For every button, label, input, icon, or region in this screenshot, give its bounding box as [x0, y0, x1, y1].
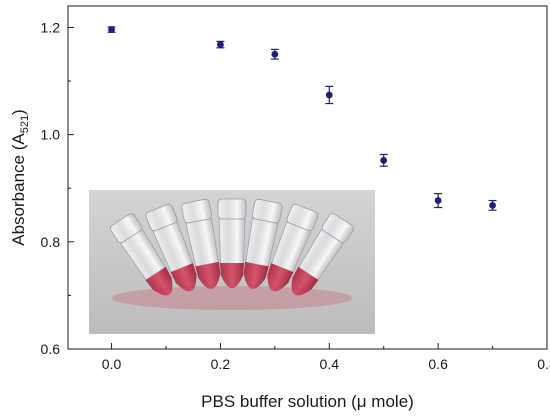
data-marker [325, 91, 333, 99]
inset-photo-tubes [89, 190, 375, 334]
data-point [434, 192, 443, 209]
x-tick-label: 0.4 [320, 356, 340, 372]
y-tick-label: 1.2 [41, 19, 61, 35]
data-points [107, 26, 497, 211]
x-tick-label: 0.6 [428, 356, 448, 372]
tube [243, 198, 283, 290]
tube-liquid [170, 263, 197, 292]
tube-liquid [267, 263, 294, 292]
y-tick-label: 0.8 [41, 234, 61, 250]
tube [110, 213, 173, 296]
plot-frame [67, 5, 548, 350]
tube-cap [217, 198, 247, 220]
y-tick-label: 0.6 [41, 341, 61, 357]
tube-liquid [291, 266, 319, 296]
data-point [216, 40, 225, 49]
data-point [488, 199, 497, 211]
data-point [270, 48, 279, 60]
y-axis-label-close: ) [9, 109, 28, 115]
y-axis-label: Absorbance (A521) [9, 109, 31, 245]
liquid-reflection [112, 286, 352, 310]
tube [291, 213, 354, 296]
tube-group [110, 198, 354, 310]
y-axis-label-subscript: 521 [19, 115, 31, 133]
tube-liquid [220, 263, 244, 288]
data-marker [434, 197, 442, 204]
x-tick-label: 0.2 [211, 356, 231, 372]
x-axis-ticks: 0.0 0.2 0.4 0.6 0.8 [102, 343, 550, 372]
tube-liquid [243, 261, 269, 289]
x-tick-label: 0.8 [537, 356, 550, 372]
data-marker [217, 41, 224, 48]
tube [217, 198, 247, 289]
data-point [325, 85, 334, 105]
tube [145, 203, 197, 292]
data-point [379, 153, 388, 167]
data-point [107, 26, 116, 33]
tube [181, 198, 221, 290]
tube-liquid [145, 266, 173, 296]
data-marker [271, 50, 279, 58]
data-marker [489, 201, 496, 209]
y-axis-ticks: 0.6 0.8 1.0 1.2 [41, 19, 74, 357]
y-tick-label: 1.0 [41, 127, 61, 143]
data-marker [380, 156, 388, 164]
x-tick-label: 0.0 [102, 356, 122, 372]
data-marker [108, 26, 115, 33]
x-axis-label: PBS buffer solution (μ mole) [201, 392, 414, 411]
y-axis-label-main: Absorbance (A [9, 133, 28, 246]
tube [267, 203, 319, 292]
tube-liquid [195, 261, 221, 289]
